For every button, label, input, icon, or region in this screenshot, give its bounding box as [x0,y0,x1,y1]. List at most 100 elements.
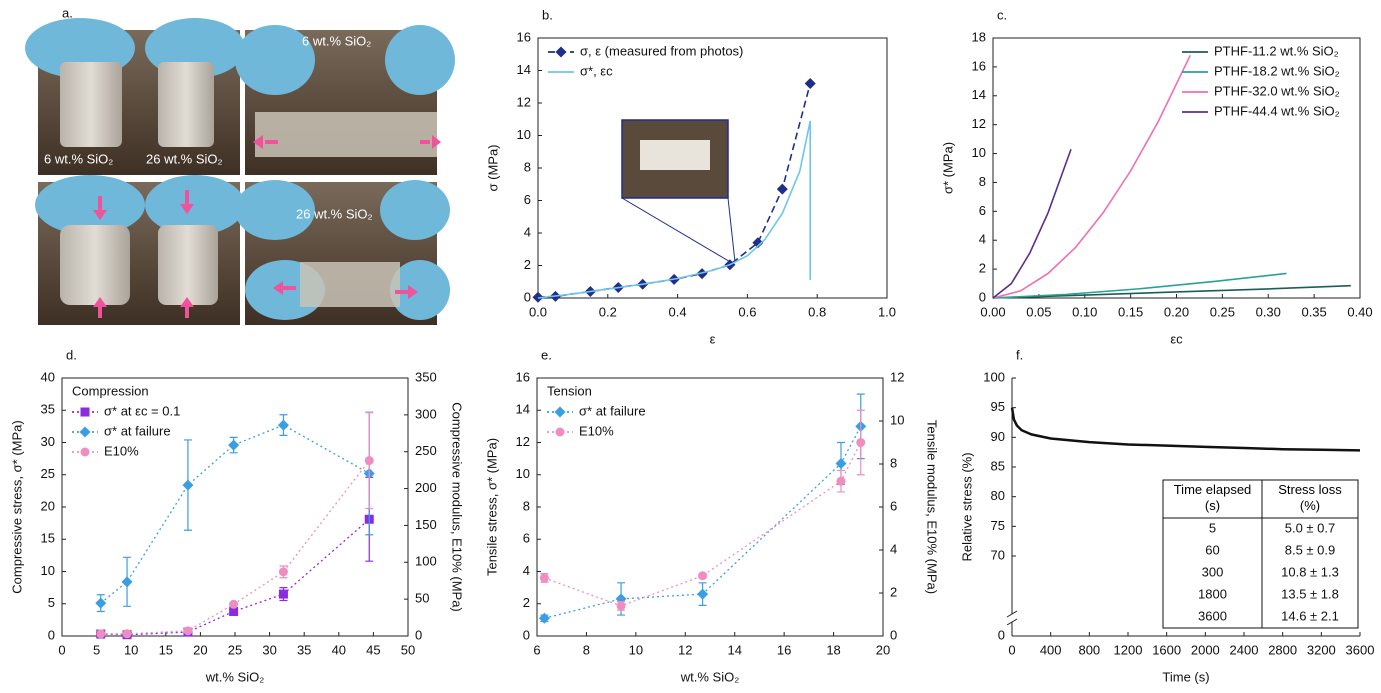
y-tick-label: 6 [523,531,530,546]
x-tick-label: 40 [332,642,346,657]
glove [390,260,450,320]
x-tick-label: 0 [1008,642,1015,657]
chart: c. εc σ* (MPa) 0.00 0.05 0.10 0.15 0.20 0.25 0.30… [940,7,1372,346]
legend-marker [80,407,90,417]
table-header-cell: Time elapsed (s) [1174,482,1252,513]
x-tick-label: 16 [777,642,791,657]
legend-label: σ* at failure [579,403,646,418]
y-tick-label: 0 [979,289,986,304]
series-line [537,120,812,299]
x-tick-label: 30 [262,642,276,657]
sample [60,62,122,147]
legend-label: σ*, εc [580,63,613,78]
x-tick-label: 15 [159,642,173,657]
x-axis-label: ε [710,331,716,346]
y-tick-label: 75 [991,518,1005,533]
marker [538,612,550,624]
y-tick-label: 8 [524,159,531,174]
inset-sample [640,140,710,170]
glove [35,175,145,235]
series-line [544,442,862,607]
marker [278,589,288,599]
y-tick-label: 10 [516,466,530,481]
table-cell: 14.6 ± 2.1 [1281,608,1339,623]
marker [539,573,549,583]
sample [255,112,437,157]
y-tick-label: 10 [972,145,986,160]
marker [804,78,816,89]
glove [235,180,315,240]
marker [835,457,847,469]
x-tick-label: 2400 [1230,642,1259,657]
glove [385,25,455,95]
photo-caption: 26 wt.% SiO₂ [146,151,223,166]
x-tick-label: 1200 [1114,642,1143,657]
y2-tick-label: 6 [890,498,897,513]
y2-tick-label: 4 [890,541,897,556]
series-line [1010,407,1361,452]
y-tick-label: 12 [516,434,530,449]
marker [532,291,544,303]
axis-break [1006,610,1018,618]
y-tick-label: 5 [48,595,55,610]
y-tick-label: 90 [991,429,1005,444]
table-cell: 5.0 ± 0.7 [1285,520,1336,535]
y-tick-label: 14 [517,62,531,77]
y2-tick-label: 250 [415,443,437,458]
y-tick-label: 6 [524,192,531,207]
y-axis-label: σ* (MPa) [940,142,955,194]
marker [229,606,239,616]
x-tick-label: 8 [583,642,590,657]
legend-marker [79,426,91,438]
panel-label: b. [542,7,553,22]
series-line [100,518,370,636]
y-tick-label: 0 [524,289,531,304]
y2-tick-label: 50 [415,591,429,606]
panel-label: f. [1016,347,1023,362]
y-axis-label: Compressive stress, σ* (MPa) [9,420,24,593]
y-tick-label: 14 [972,87,986,102]
y-tick-label: 2 [524,257,531,272]
y-tick-label: 30 [41,434,55,449]
y-tick-label: 0 [48,627,55,642]
marker [752,237,764,249]
x-tick-label: 2000 [1191,642,1220,657]
marker [277,419,289,431]
series-line [992,54,1191,299]
x-tick-label: 1.0 [878,304,896,319]
y-tick-label: 35 [41,402,55,417]
chart: b. ε σ (MPa) 0.0 0.2 0.4 0.6 0.8 1.0 0 2 4 6 8 10 12 14 1… [485,7,896,346]
x-tick-label: 0.2 [599,304,617,319]
x-tick-label: 0.20 [1164,304,1189,319]
y-tick-label: 0 [998,627,1005,642]
chart: e. wt.% SiO₂ Tensile stress, σ* (MPa) Tensi… [484,347,939,684]
x-tick-label: 0.4 [669,304,687,319]
y-tick-label: 4 [979,232,986,247]
y-tick-label: 16 [972,58,986,73]
legend-marker [554,406,566,418]
legend-label: σ* at failure [104,423,171,438]
x-tick-label: 0.0 [529,304,547,319]
table-header: Stress loss (%) [1278,482,1342,513]
y-axis-label: Relative stress (%) [959,452,974,561]
x-tick-label: 0 [58,642,65,657]
table-cell: 8.5 ± 0.9 [1285,542,1336,557]
marker [229,599,239,609]
marker [697,588,709,600]
x-tick-label: 0.8 [808,304,826,319]
marker [182,479,194,491]
y2-tick-label: 0 [415,627,422,642]
y2-tick-label: 8 [890,455,897,470]
x-tick-label: 50 [401,642,415,657]
x-tick-label: 10 [124,642,138,657]
legend-marker [80,447,90,457]
y-tick-label: 18 [972,29,986,44]
y2-tick-label: 12 [890,369,904,384]
x-tick-label: 0.30 [1256,304,1281,319]
marker [776,183,788,195]
y-tick-label: 4 [523,563,530,578]
x-tick-label: 18 [826,642,840,657]
glove [380,180,450,240]
y-axis-label: Tensile stress, σ* (MPa) [484,438,499,576]
